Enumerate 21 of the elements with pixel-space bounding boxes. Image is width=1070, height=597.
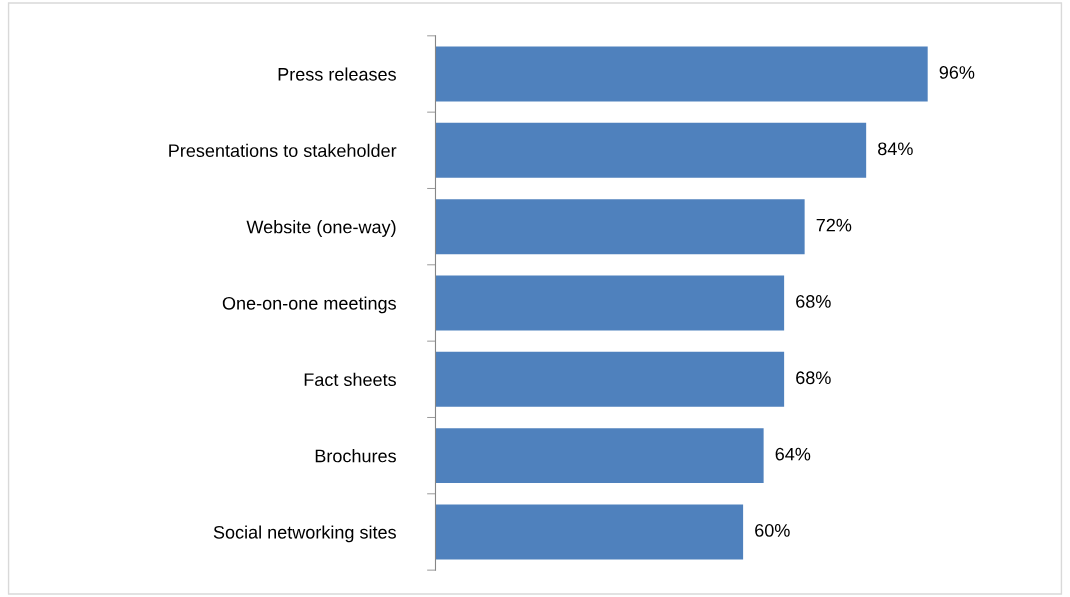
y-tick-label: Press releases xyxy=(278,67,396,81)
data-label: 96% xyxy=(939,66,975,79)
y-tick-label: Social networking sites xyxy=(213,525,396,543)
y-tick-label: Website (one-way) xyxy=(246,220,396,237)
bar xyxy=(435,199,805,255)
bar xyxy=(435,428,764,484)
data-label: 64% xyxy=(775,447,811,461)
bar xyxy=(435,504,744,560)
y-tick-label: Brochures xyxy=(315,449,396,463)
data-label: 72% xyxy=(816,218,852,232)
bar xyxy=(435,122,867,178)
data-label: 68% xyxy=(796,371,831,385)
y-tick-label: Presentations to stakeholder xyxy=(169,143,397,158)
y-tick-label: Fact sheets xyxy=(304,372,396,387)
y-tick-label: One-on-one meetings xyxy=(222,296,396,314)
data-label: 60% xyxy=(755,524,790,537)
data-label: 68% xyxy=(796,295,831,308)
bar xyxy=(435,351,785,407)
bar xyxy=(435,46,928,102)
data-label: 84% xyxy=(878,142,913,156)
bar xyxy=(435,275,785,331)
